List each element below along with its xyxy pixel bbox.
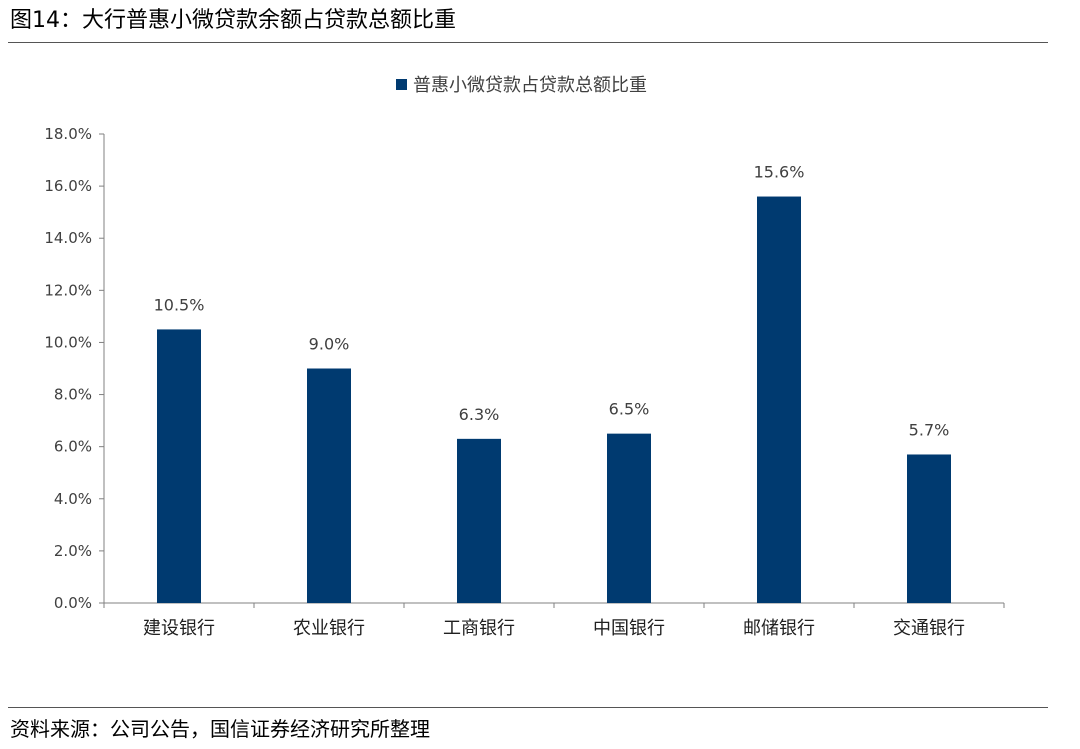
bar [907,454,951,603]
x-tick-label: 农业银行 [293,618,365,639]
x-tick-label: 交通银行 [893,618,965,639]
bar [157,329,201,603]
chart-legend: 普惠小微贷款占贷款总额比重 [396,75,647,96]
x-tick-label: 工商银行 [443,618,515,639]
y-tick-label: 8.0% [54,386,92,404]
y-tick-label: 0.0% [54,594,92,612]
x-tick-label: 中国银行 [593,618,665,639]
y-tick-label: 16.0% [44,177,92,195]
bar [457,438,501,603]
data-label: 10.5% [154,295,205,314]
bar-series [157,196,951,604]
data-label: 9.0% [309,335,350,354]
x-tick-label: 建设银行 [143,618,215,639]
y-tick-label: 10.0% [44,333,92,351]
data-label: 15.6% [754,163,805,182]
bar [307,368,351,603]
title-divider [8,42,1048,43]
y-axis: 0.0% 2.0% 4.0% 6.0% 8.0% 10.0% 12.0% 14.0% 16.0%… [44,125,105,612]
x-axis: 建设银行 农业银行 工商银行 中国银行 邮储银行 交通银行 [103,602,1005,639]
data-label: 6.3% [459,405,500,424]
y-tick-label: 14.0% [44,229,92,247]
data-label: 6.5% [609,400,650,419]
legend-swatch [396,79,407,90]
y-tick-label: 4.0% [54,490,92,508]
source-divider [8,707,1048,708]
y-tick-label: 12.0% [44,281,92,299]
data-label: 5.7% [909,420,950,439]
source-note: 资料来源：公司公告，国信证券经济研究所整理 [10,717,430,741]
figure-title: 图14：大行普惠小微贷款余额占贷款总额比重 [10,8,456,33]
y-tick-label: 2.0% [54,542,92,560]
bar [607,433,651,603]
data-labels: 10.5% 9.0% 6.3% 6.5% 15.6% 5.7% [154,163,950,440]
y-tick-label: 18.0% [44,125,92,143]
x-tick-label: 邮储银行 [743,618,815,639]
legend-label: 普惠小微贷款占贷款总额比重 [413,75,647,96]
y-tick-label: 6.0% [54,438,92,456]
bar [757,196,801,604]
